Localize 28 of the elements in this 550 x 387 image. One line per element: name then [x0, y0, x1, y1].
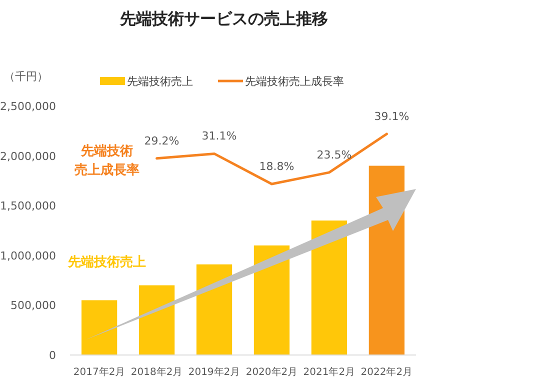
x-tick-label: 2021年2月 — [303, 366, 356, 378]
bar — [254, 245, 290, 355]
data-label: 39.1% — [374, 110, 410, 123]
bar — [196, 264, 232, 355]
x-tick-label: 2020年2月 — [246, 366, 298, 378]
y-axis-title: （千円） — [4, 70, 48, 83]
y-tick-label: 2,500,000 — [0, 100, 56, 113]
x-tick-label: 2022年2月 — [360, 366, 413, 378]
chart-title: 先端技術サービスの売上推移 — [119, 9, 328, 28]
data-label: 18.8% — [259, 160, 294, 173]
bar — [311, 220, 348, 355]
legend-label: 先端技術売上 — [127, 75, 193, 88]
y-tick-label: 500,000 — [10, 299, 56, 312]
annotation: 先端技術売上成長率 — [74, 144, 140, 178]
x-tick-label: 2019年2月 — [188, 366, 240, 378]
x-tick-label: 2018年2月 — [130, 366, 183, 378]
data-label: 31.1% — [202, 130, 237, 143]
y-tick-label: 0 — [49, 349, 56, 362]
bar — [81, 300, 118, 355]
y-tick-label: 1,500,000 — [0, 200, 56, 213]
bar — [138, 285, 175, 355]
y-tick-label: 1,000,000 — [0, 249, 56, 262]
annotation: 先端技術売上 — [67, 255, 146, 270]
y-tick-label: 2,000,000 — [0, 150, 56, 163]
data-label: 23.5% — [316, 148, 352, 162]
legend-label: 先端技術売上成長率 — [245, 75, 344, 88]
data-label: 29.2% — [144, 134, 180, 148]
x-tick-label: 2017年2月 — [73, 366, 126, 378]
